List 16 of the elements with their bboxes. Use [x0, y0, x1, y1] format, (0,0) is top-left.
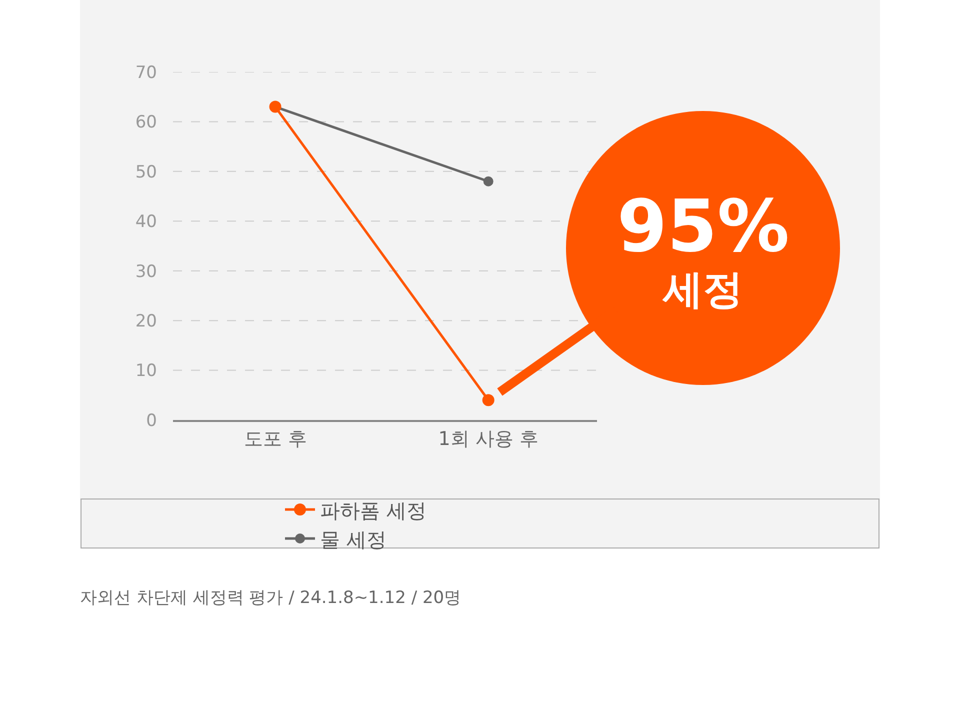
x-tick-label: 도포 후 [244, 428, 307, 450]
y-tick-label: 40 [135, 212, 157, 232]
point [482, 394, 494, 406]
y-tick-label: 0 [146, 410, 157, 431]
y-tick-label: 10 [135, 361, 157, 382]
legend-label: 물 세정 [320, 527, 386, 552]
point [483, 176, 494, 186]
y-tick-label: 20 [135, 312, 157, 332]
x-tick-label: 1회 사용 후 [438, 428, 538, 450]
legend-label: 파하폼 세정 [320, 498, 426, 522]
y-tick-label: 70 [135, 62, 157, 83]
text: 자외선 차단제 세정력 평가 / 24.1.8~1.12 / 20명 [80, 588, 462, 608]
y-tick-label: 50 [135, 162, 157, 182]
annotation: 95% 세정 [617, 184, 790, 313]
y-tick-label: 30 [135, 262, 157, 282]
y-tick-label: 60 [135, 112, 157, 133]
